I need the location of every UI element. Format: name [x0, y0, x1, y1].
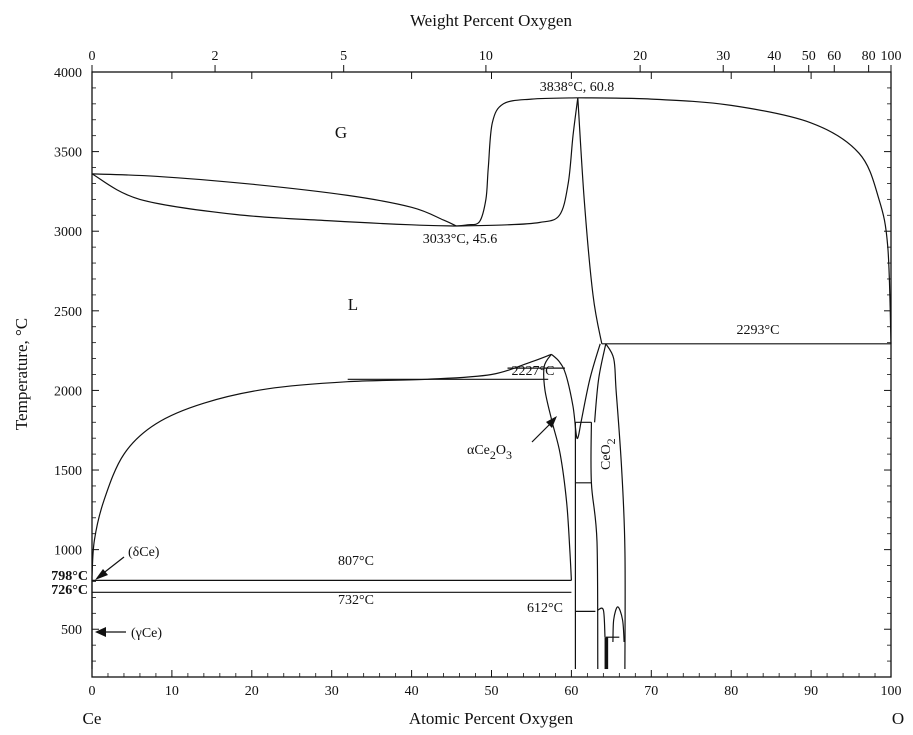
axes-group: 0 10 20 30 40 50 60 70 80 90 100500100015002000250…	[54, 49, 902, 699]
x-tick-label: 20	[245, 684, 259, 699]
phase-boundary-14	[605, 343, 626, 670]
phase-boundary-22	[597, 607, 606, 638]
x-tick-label: 0	[89, 684, 96, 699]
left-end-label: Ce	[83, 709, 102, 728]
x2-tick-label: 5	[340, 49, 347, 64]
phase-boundary-4	[577, 97, 892, 344]
phase-boundary-12	[580, 343, 601, 423]
y-axis-title: Temperature, °C	[12, 318, 31, 430]
x-tick-label: 40	[405, 684, 419, 699]
phase-boundary-1	[91, 173, 457, 227]
t-612-label: 612°C	[527, 601, 563, 616]
line-807-label: 807°C	[338, 554, 374, 569]
x2-tick-label: 30	[716, 49, 730, 64]
delta-ce-label: (δCe)	[128, 545, 160, 560]
phase-band-solid	[604, 637, 609, 670]
x-tick-label: 90	[804, 684, 818, 699]
y-tick-label: 1500	[54, 464, 82, 479]
x-tick-label: 70	[644, 684, 658, 699]
x-tick-label: 60	[564, 684, 578, 699]
phase-boundary-2	[456, 97, 579, 227]
right-end-label: O	[892, 709, 904, 728]
y-tick-label: 2500	[54, 305, 82, 320]
x2-tick-label: 0	[89, 49, 96, 64]
line-2293-label: 2293°C	[737, 323, 780, 338]
peak-2227-label: 2227°C	[512, 364, 555, 379]
x2-tick-label: 40	[767, 49, 781, 64]
phase-boundary-13	[594, 343, 607, 423]
delta-ce-arrow-head	[95, 569, 108, 580]
y-tick-label: 3000	[54, 225, 82, 240]
ce2o3-arrow-head	[546, 416, 557, 428]
line-732-label: 732°C	[338, 593, 374, 608]
phase-boundary-8	[551, 353, 582, 439]
x2-tick-label: 80	[862, 49, 876, 64]
y-tick-label: 4000	[54, 66, 82, 81]
phase-boundary-24	[612, 606, 625, 643]
top-axis-title: Weight Percent Oxygen	[410, 11, 572, 30]
gamma-ce-label: (γCe)	[131, 626, 162, 641]
gamma-ce-arrow-head	[95, 627, 106, 637]
phase-boundary-9	[543, 353, 572, 581]
y-tick-label: 3500	[54, 146, 82, 161]
curves-group	[91, 97, 892, 670]
x2-tick-label: 2	[212, 49, 219, 64]
x-tick-label: 30	[325, 684, 339, 699]
phase-boundary-5	[577, 97, 603, 344]
t-726-label: 726°C	[51, 583, 88, 598]
region-label-l: L	[348, 295, 358, 314]
phase-boundary-3	[456, 97, 578, 227]
x2-tick-label: 60	[827, 49, 841, 64]
ceo2-label: CeO2	[599, 438, 618, 470]
x-tick-label: 80	[724, 684, 738, 699]
y-tick-label: 1000	[54, 544, 82, 559]
phase-boundary-7	[91, 353, 552, 577]
x-tick-label: 10	[165, 684, 179, 699]
y-tick-label: 2000	[54, 384, 82, 399]
x2-tick-label: 50	[802, 49, 816, 64]
x-tick-label: 100	[881, 684, 902, 699]
x2-tick-label: 20	[633, 49, 647, 64]
max-point-label: 3838°C, 60.8	[540, 80, 614, 95]
phase-boundary-18	[590, 422, 599, 670]
x-axis-title: Atomic Percent Oxygen	[409, 709, 574, 728]
phase-boundary-0	[91, 173, 457, 227]
x2-tick-label: 10	[479, 49, 493, 64]
x-tick-label: 50	[485, 684, 499, 699]
ce2o3-label: αCe2O3	[467, 443, 512, 462]
min-point-label: 3033°C, 45.6	[423, 232, 497, 247]
region-label-g: G	[335, 123, 347, 142]
t-798-label: 798°C	[51, 569, 88, 584]
y-tick-label: 500	[61, 623, 82, 638]
x2-tick-label: 100	[881, 49, 902, 64]
